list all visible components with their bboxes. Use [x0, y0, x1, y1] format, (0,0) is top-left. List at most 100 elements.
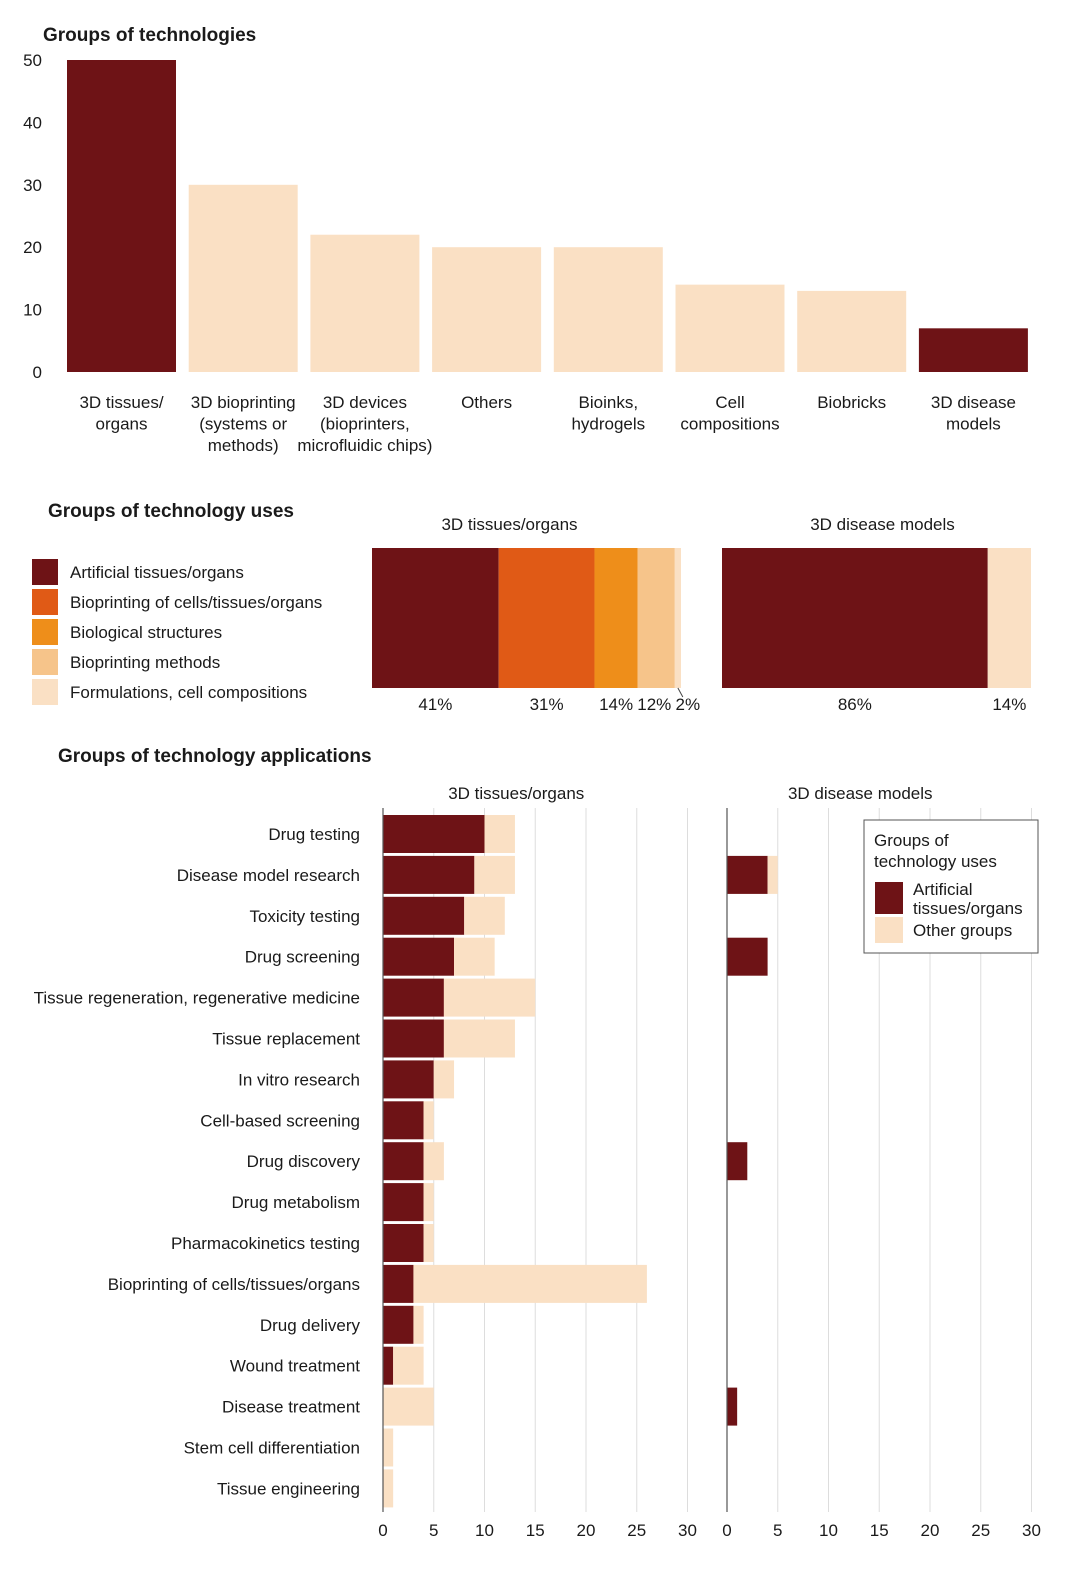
uses-panel-title-3d-disease-models: 3D disease models [810, 515, 955, 534]
uses-pct-label-3d-tissues-organs-41: 41% [418, 695, 452, 714]
x-label-3d-bioprinting-systems-or-methods-line2: (systems or [199, 415, 287, 434]
bar-biobricks [797, 290, 907, 372]
bar-3d-tissues-organs-bioprinting-of-cells-tissues-organs-other [413, 1264, 647, 1303]
applications-legend-swatch-artificial [875, 882, 903, 914]
technologies-y-axis: 0 10 20 30 40 50 [23, 51, 42, 382]
bar-3d-tissues-organs-bioprinting-of-cells-tissues-organs-artificial [383, 1264, 414, 1303]
applications-legend-swatch-other [875, 917, 903, 943]
uses-segment-3d-tissues-organs-12 [637, 548, 675, 688]
category-label-pharmacokinetics-testing: Pharmacokinetics testing [171, 1234, 360, 1253]
x-label-3d-devices-bioprinters-microfluidic-chips-line1: 3D devices [323, 393, 407, 412]
technologies-chart: Groups of technologies 0 10 20 30 40 50 3D ti… [23, 25, 1028, 455]
x-label-cell-compositions-line2: compositions [680, 415, 779, 434]
applications-panel-title-3d-disease-models: 3D disease models [788, 784, 933, 803]
bar-3d-tissues-organs-tissue-regeneration-regenerative-medicine-other [443, 978, 536, 1017]
category-label-stem-cell-differentiation: Stem cell differentiation [184, 1439, 360, 1458]
legend-swatch-bioprinting-methods [32, 649, 58, 675]
bar-3d-tissues-organs-toxicity-testing-artificial [383, 896, 465, 935]
bar-3d-disease-models-drug-discovery-artificial [727, 1142, 748, 1181]
x-tick-label-3d-tissues-organs-25: 25 [627, 1521, 646, 1540]
bar-3d-tissues-organs-drug-metabolism-artificial [383, 1183, 424, 1222]
bar-3d-tissues-organs-tissue-replacement-artificial [383, 1019, 444, 1058]
applications-legend-label-artificial-line1: Artificial [913, 880, 973, 899]
x-label-others-line1: Others [461, 393, 512, 412]
category-label-drug-testing: Drug testing [268, 825, 360, 844]
bar-3d-tissues-organs-drug-discovery-artificial [383, 1142, 424, 1181]
category-label-cell-based-screening: Cell-based screening [200, 1111, 360, 1130]
uses-pct-label-3d-tissues-organs-2: 2% [676, 695, 701, 714]
bar-3d-bioprinting-systems-or-methods [188, 184, 298, 372]
x-tick-label-3d-tissues-organs-20: 20 [577, 1521, 596, 1540]
bar-3d-tissues-organs-drug-delivery-artificial [383, 1305, 414, 1344]
uses-segment-3d-tissues-organs-14 [594, 548, 638, 688]
x-label-3d-devices-bioprinters-microfluidic-chips-line2: (bioprinters, [320, 415, 410, 434]
uses-pct-label-3d-tissues-organs-12: 12% [637, 695, 671, 714]
x-label-3d-devices-bioprinters-microfluidic-chips-line3: microfluidic chips) [297, 436, 432, 455]
x-tick-label-3d-disease-models-0: 0 [722, 1521, 731, 1540]
bar-3d-tissues-organs-tissue-replacement-other [443, 1019, 515, 1058]
applications-legend-label-other: Other groups [913, 921, 1012, 940]
legend-swatch-formulations-cell-compositions [32, 679, 58, 705]
bar-3d-disease-models-disease-model-research-other [767, 855, 778, 894]
category-label-drug-delivery: Drug delivery [260, 1316, 361, 1335]
applications-bars [383, 815, 778, 1508]
legend-label-biological-structures: Biological structures [70, 623, 222, 642]
uses-leader-line-2pct [677, 687, 684, 698]
category-label-disease-treatment: Disease treatment [222, 1398, 360, 1417]
category-label-disease-model-research: Disease model research [177, 866, 360, 885]
bar-cell-compositions [675, 284, 785, 372]
category-label-bioprinting-of-cells-tissues-organs: Bioprinting of cells/tissues/organs [108, 1275, 360, 1294]
x-tick-label-3d-tissues-organs-5: 5 [429, 1521, 438, 1540]
bar-3d-tissues-organs-disease-treatment-other [383, 1387, 434, 1426]
uses-panel-title-3d-tissues-organs: 3D tissues/organs [441, 515, 577, 534]
bar-3d-tissues-organs-disease-model-research-other [474, 855, 515, 894]
bar-others [432, 247, 542, 372]
y-tick-label-40: 40 [23, 113, 42, 132]
legend-swatch-artificial-tissues-organs [32, 559, 58, 585]
bar-3d-tissues-organs-drug-discovery-other [423, 1142, 444, 1181]
applications-panel-title-3d-tissues-organs: 3D tissues/organs [448, 784, 584, 803]
x-tick-label-3d-disease-models-15: 15 [870, 1521, 889, 1540]
x-tick-label-3d-tissues-organs-15: 15 [526, 1521, 545, 1540]
bar-3d-disease-models-drug-screening-artificial [727, 937, 768, 976]
x-tick-label-3d-disease-models-30: 30 [1022, 1521, 1041, 1540]
bar-3d-tissues-organs-pharmacokinetics-testing-artificial [383, 1224, 424, 1262]
legend-swatch-bioprinting-of-cells-tissues-organs [32, 589, 58, 615]
applications-axes: 0 5 10 15 20 25 30 3D tissues/organs 0 5 10 15 20 25 3… [378, 784, 1041, 1540]
bar-3d-tissues-organs [67, 60, 176, 372]
x-tick-label-3d-disease-models-10: 10 [819, 1521, 838, 1540]
uses-segment-3d-tissues-organs-2 [674, 548, 681, 688]
uses-segment-3d-tissues-organs-41 [372, 548, 499, 688]
bar-3d-tissues-organs-drug-testing-artificial [383, 815, 485, 853]
x-tick-label-3d-tissues-organs-30: 30 [678, 1521, 697, 1540]
uses-segment-3d-disease-models-86 [722, 548, 988, 688]
bar-3d-tissues-organs-drug-testing-other [484, 815, 515, 853]
technologies-x-labels: 3D tissues/organs 3D bioprinting (systems … [79, 393, 1015, 455]
technologies-bars [67, 60, 1028, 372]
bar-bioinks-hydrogels [553, 247, 663, 372]
y-tick-label-20: 20 [23, 238, 42, 257]
category-label-drug-screening: Drug screening [245, 948, 360, 967]
x-tick-label-3d-tissues-organs-0: 0 [378, 1521, 387, 1540]
x-tick-label-3d-disease-models-5: 5 [773, 1521, 782, 1540]
x-label-3d-bioprinting-systems-or-methods-line3: methods) [208, 436, 279, 455]
applications-legend: Groups of technology uses Artificialtissue… [863, 819, 1039, 954]
uses-chart: Groups of technology uses Artificial tis… [32, 501, 1031, 714]
bar-3d-disease-models-disease-treatment-artificial [727, 1387, 738, 1426]
legend-label-formulations-cell-compositions: Formulations, cell compositions [70, 683, 307, 702]
y-tick-label-30: 30 [23, 176, 42, 195]
category-label-wound-treatment: Wound treatment [230, 1357, 360, 1376]
bar-3d-tissues-organs-drug-delivery-other [413, 1305, 424, 1344]
applications-chart: Groups of technology applications Drug t… [34, 746, 1041, 1540]
category-label-drug-discovery: Drug discovery [247, 1152, 361, 1171]
applications-legend-title-line2: technology uses [874, 852, 997, 871]
uses-legend: Artificial tissues/organs Bioprinting of … [32, 559, 322, 705]
bar-3d-tissues-organs-drug-metabolism-other [423, 1183, 434, 1222]
uses-chart-title: Groups of technology uses [48, 501, 294, 522]
bar-3d-tissues-organs-drug-screening-other [454, 937, 495, 976]
x-label-3d-bioprinting-systems-or-methods-line1: 3D bioprinting [191, 393, 296, 412]
uses-pct-label-3d-tissues-organs-31: 31% [530, 695, 564, 714]
category-label-in-vitro-research: In vitro research [238, 1070, 360, 1089]
